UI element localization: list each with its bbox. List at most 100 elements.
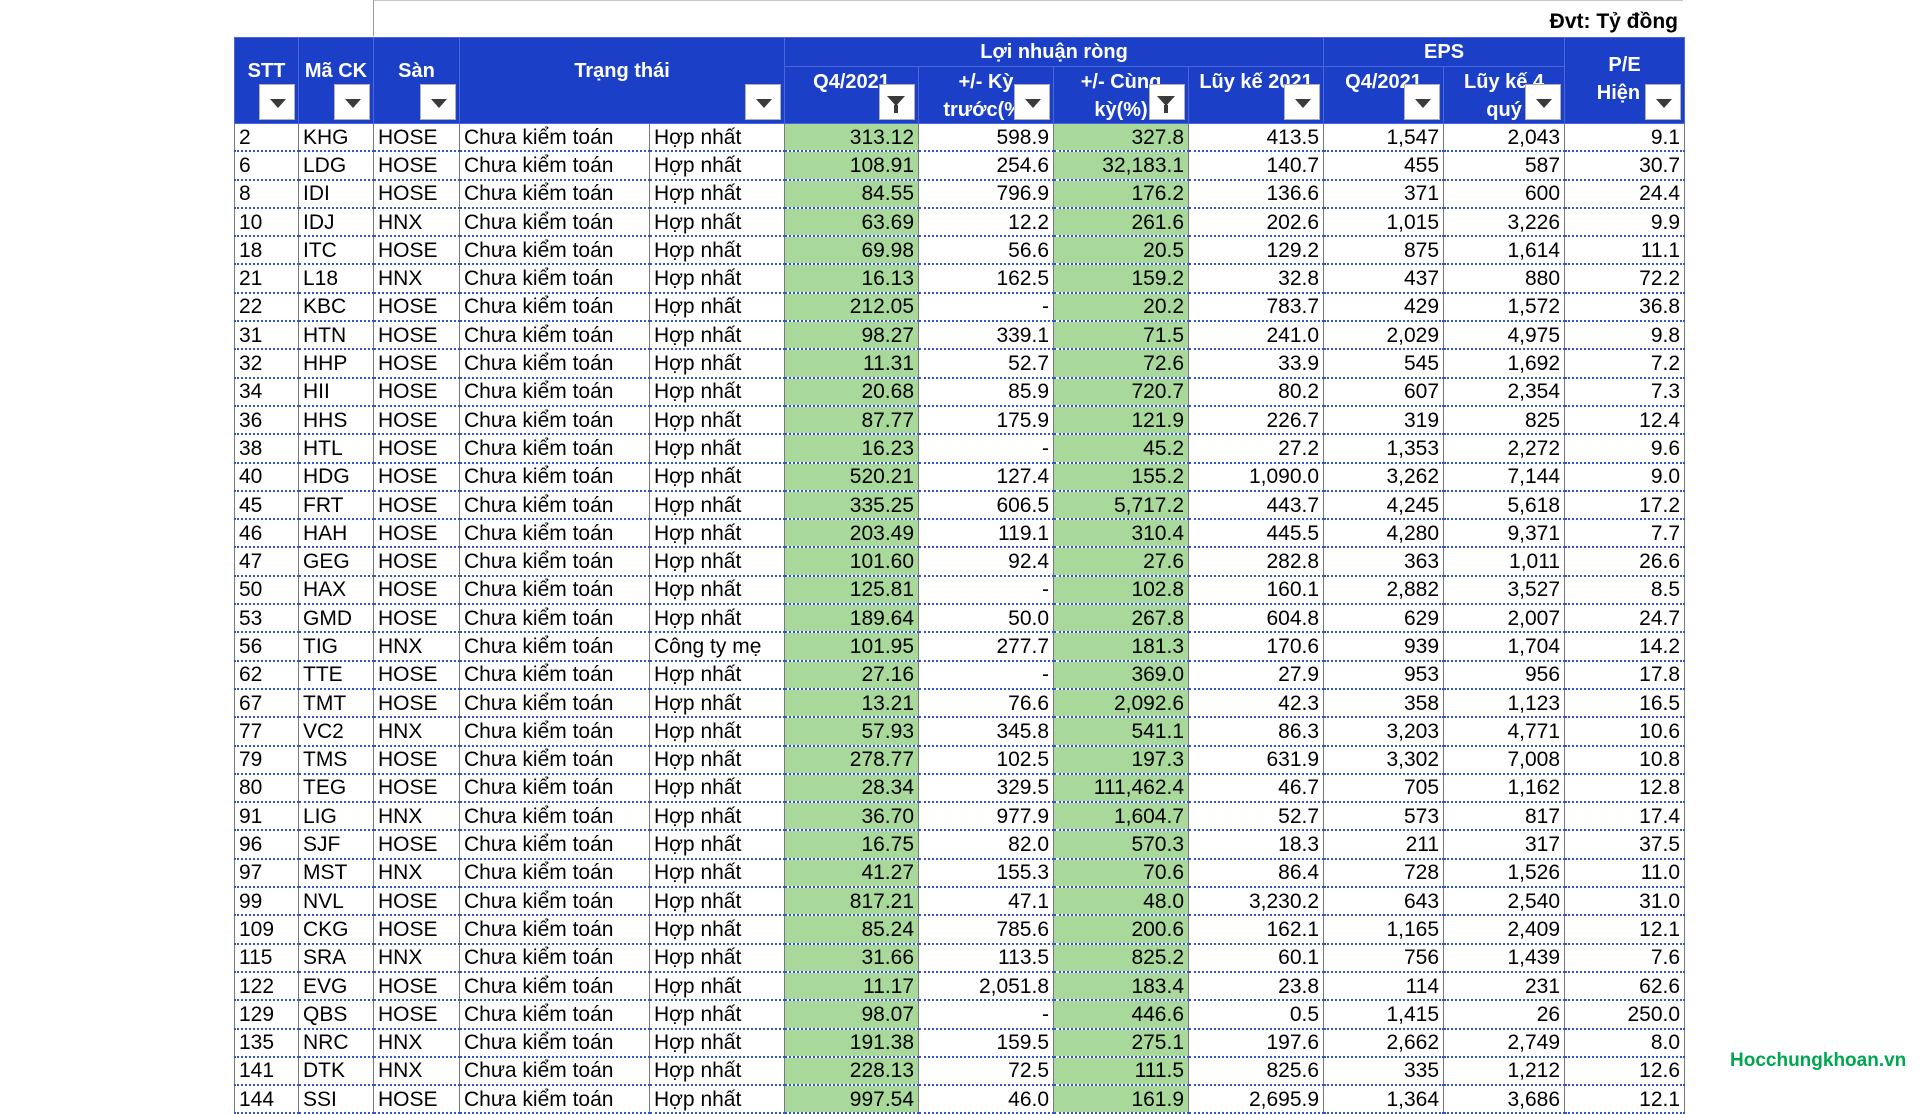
cell-san[interactable]: HOSE — [373, 462, 460, 492]
cell-ma-ck[interactable]: TTE — [298, 660, 374, 690]
cell-stt[interactable]: 22 — [234, 292, 299, 323]
table-row[interactable]: 62 TTE HOSE Chưa kiểm toán Hợp nhất 27.16-369… — [234, 660, 1686, 690]
cell-cung-ky[interactable]: 197.3 — [1053, 745, 1190, 775]
cell-ma-ck[interactable]: HTL — [298, 434, 374, 464]
cell-q4[interactable]: 11.31 — [784, 349, 920, 379]
cell-stt[interactable]: 96 — [234, 830, 299, 860]
cell-loai-bao-cao[interactable]: Hợp nhất — [649, 207, 786, 238]
cell-cung-ky[interactable]: 72.6 — [1053, 349, 1190, 379]
cell-trang-thai[interactable]: Chưa kiểm toán — [459, 887, 650, 917]
filter-dropdown-trang-thai[interactable] — [745, 84, 782, 120]
cell-ky-truoc[interactable]: 162.5 — [918, 264, 1055, 294]
cell-san[interactable]: HNX — [373, 1028, 460, 1058]
cell-loai-bao-cao[interactable]: Hợp nhất — [649, 151, 786, 181]
cell-ky-truoc[interactable]: 2,051.8 — [918, 971, 1055, 1002]
cell-stt[interactable]: 46 — [234, 519, 299, 549]
cell-eps-luy-ke[interactable]: 587 — [1443, 151, 1566, 181]
table-row[interactable]: 97 MST HNX Chưa kiểm toán Hợp nhất 41.27 155.3… — [234, 858, 1686, 889]
cell-stt[interactable]: 38 — [234, 434, 299, 464]
table-row[interactable]: 135 NRC HNX Chưa kiểm toán Hợp nhất 191.38 159… — [234, 1028, 1686, 1058]
cell-luy-ke[interactable]: 33.9 — [1188, 349, 1325, 379]
cell-pe[interactable]: 9.6 — [1564, 434, 1686, 464]
filter-dropdown-eps-luy-ke[interactable] — [1525, 84, 1562, 120]
cell-ky-truoc[interactable]: 119.1 — [918, 519, 1055, 549]
cell-q4[interactable]: 84.55 — [784, 179, 920, 209]
cell-loai-bao-cao[interactable]: Hợp nhất — [649, 745, 786, 775]
cell-eps-luy-ke[interactable]: 1,439 — [1443, 943, 1566, 973]
cell-ky-truoc[interactable]: 977.9 — [918, 802, 1055, 832]
cell-cung-ky[interactable]: 1,604.7 — [1053, 802, 1190, 832]
filter-dropdown-pe[interactable] — [1645, 84, 1682, 120]
cell-eps-q4[interactable]: 2,029 — [1323, 321, 1445, 351]
cell-ma-ck[interactable]: NRC — [298, 1028, 374, 1058]
cell-pe[interactable]: 12.1 — [1564, 915, 1686, 945]
cell-ma-ck[interactable]: KBC — [298, 292, 374, 323]
cell-san[interactable]: HOSE — [373, 519, 460, 549]
cell-eps-luy-ke[interactable]: 2,409 — [1443, 915, 1566, 945]
table-row[interactable]: 79 TMS HOSE Chưa kiểm toán Hợp nhất 278.77 102… — [234, 745, 1686, 775]
filter-dropdown-ky-truoc[interactable] — [1014, 84, 1051, 120]
cell-loai-bao-cao[interactable]: Hợp nhất — [649, 123, 786, 153]
table-row[interactable]: 31 HTN HOSE Chưa kiểm toán Hợp nhất 98.27 339.… — [234, 321, 1686, 351]
cell-stt[interactable]: 129 — [234, 1000, 299, 1030]
cell-ky-truoc[interactable]: 82.0 — [918, 830, 1055, 860]
cell-loai-bao-cao[interactable]: Hợp nhất — [649, 1056, 786, 1087]
cell-ky-truoc[interactable]: 92.4 — [918, 547, 1055, 577]
cell-trang-thai[interactable]: Chưa kiểm toán — [459, 519, 650, 549]
cell-luy-ke[interactable]: 241.0 — [1188, 321, 1325, 351]
cell-eps-q4[interactable]: 607 — [1323, 377, 1445, 407]
cell-ma-ck[interactable]: QBS — [298, 1000, 374, 1030]
cell-pe[interactable]: 10.8 — [1564, 745, 1686, 775]
cell-cung-ky[interactable]: 570.3 — [1053, 830, 1190, 860]
cell-ky-truoc[interactable]: 598.9 — [918, 123, 1055, 153]
cell-ma-ck[interactable]: LDG — [298, 151, 374, 181]
table-row[interactable]: 67 TMT HOSE Chưa kiểm toán Hợp nhất 13.21 76.6… — [234, 688, 1686, 719]
cell-trang-thai[interactable]: Chưa kiểm toán — [459, 915, 650, 945]
cell-cung-ky[interactable]: 369.0 — [1053, 660, 1190, 690]
cell-eps-luy-ke[interactable]: 7,008 — [1443, 745, 1566, 775]
cell-ma-ck[interactable]: SRA — [298, 943, 374, 973]
cell-ma-ck[interactable]: HII — [298, 377, 374, 407]
cell-ma-ck[interactable]: MST — [298, 858, 374, 889]
cell-san[interactable]: HNX — [373, 207, 460, 238]
cell-pe[interactable]: 24.7 — [1564, 604, 1686, 634]
cell-san[interactable]: HOSE — [373, 151, 460, 181]
cell-luy-ke[interactable]: 80.2 — [1188, 377, 1325, 407]
cell-luy-ke[interactable]: 60.1 — [1188, 943, 1325, 973]
cell-san[interactable]: HOSE — [373, 405, 460, 436]
cell-luy-ke[interactable]: 46.7 — [1188, 773, 1325, 804]
cell-stt[interactable]: 10 — [234, 207, 299, 238]
table-row[interactable]: 8 IDI HOSE Chưa kiểm toán Hợp nhất 84.55 796.9… — [234, 179, 1686, 209]
cell-pe[interactable]: 7.7 — [1564, 519, 1686, 549]
cell-eps-q4[interactable]: 953 — [1323, 660, 1445, 690]
cell-eps-q4[interactable]: 363 — [1323, 547, 1445, 577]
table-row[interactable]: 77 VC2 HNX Chưa kiểm toán Hợp nhất 57.93 345.8… — [234, 717, 1686, 747]
cell-trang-thai[interactable]: Chưa kiểm toán — [459, 490, 650, 521]
cell-eps-luy-ke[interactable]: 880 — [1443, 264, 1566, 294]
cell-luy-ke[interactable]: 445.5 — [1188, 519, 1325, 549]
cell-ky-truoc[interactable]: 606.5 — [918, 490, 1055, 521]
cell-q4[interactable]: 63.69 — [784, 207, 920, 238]
cell-ky-truoc[interactable]: 46.0 — [918, 1085, 1055, 1114]
cell-cung-ky[interactable]: 71.5 — [1053, 321, 1190, 351]
cell-trang-thai[interactable]: Chưa kiểm toán — [459, 434, 650, 464]
cell-q4[interactable]: 28.34 — [784, 773, 920, 804]
cell-san[interactable]: HOSE — [373, 349, 460, 379]
cell-stt[interactable]: 62 — [234, 660, 299, 690]
cell-q4[interactable]: 13.21 — [784, 688, 920, 719]
cell-loai-bao-cao[interactable]: Hợp nhất — [649, 321, 786, 351]
cell-ma-ck[interactable]: GEG — [298, 547, 374, 577]
cell-ma-ck[interactable]: HHP — [298, 349, 374, 379]
cell-eps-luy-ke[interactable]: 3,686 — [1443, 1085, 1566, 1114]
table-row[interactable]: 6 LDG HOSE Chưa kiểm toán Hợp nhất 108.91 254.… — [234, 151, 1686, 181]
cell-ma-ck[interactable]: DTK — [298, 1056, 374, 1087]
cell-eps-q4[interactable]: 705 — [1323, 773, 1445, 804]
cell-luy-ke[interactable]: 140.7 — [1188, 151, 1325, 181]
cell-q4[interactable]: 85.24 — [784, 915, 920, 945]
cell-eps-luy-ke[interactable]: 600 — [1443, 179, 1566, 209]
cell-san[interactable]: HNX — [373, 717, 460, 747]
cell-ky-truoc[interactable]: 339.1 — [918, 321, 1055, 351]
cell-stt[interactable]: 56 — [234, 632, 299, 662]
cell-eps-q4[interactable]: 643 — [1323, 887, 1445, 917]
cell-san[interactable]: HNX — [373, 264, 460, 294]
